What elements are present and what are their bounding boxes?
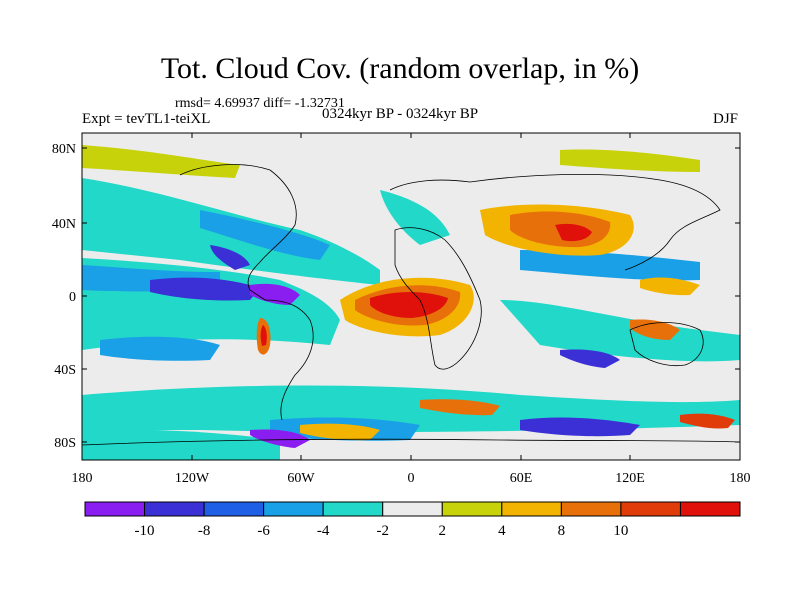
- colorbar-label: 4: [498, 523, 506, 539]
- lon-label: 60E: [510, 471, 533, 486]
- colorbar-label: -8: [198, 523, 211, 539]
- colorbar-label: -6: [257, 523, 270, 539]
- lon-label: 0: [408, 471, 415, 486]
- lon-label: 120W: [175, 471, 210, 486]
- axis-labels: 80N 40N 0 40S 80S 180 120W 60W 0 60E 120E 180: [52, 142, 751, 486]
- lon-label: 120E: [615, 471, 645, 486]
- colorbar-swatch: [322, 501, 384, 517]
- lat-label: 40N: [52, 217, 76, 232]
- lat-label: 40S: [54, 363, 76, 378]
- colorbar-swatch: [144, 501, 205, 517]
- experiment-label: Expt = tevTL1-teiXL: [82, 111, 211, 127]
- lat-label: 80N: [52, 142, 76, 157]
- axis-ticks: [81, 133, 741, 460]
- lat-label: 0: [69, 290, 76, 305]
- season-label: DJF: [712, 111, 738, 127]
- colorbar-swatch: [441, 501, 503, 517]
- lon-label: 180: [730, 471, 751, 486]
- colorbar: -10 -8 -6 -4 -2 2 4 8 10: [84, 501, 741, 539]
- colorbar-swatch: [263, 501, 324, 517]
- lat-label: 80S: [54, 436, 76, 451]
- colorbar-swatch: [203, 501, 265, 517]
- colorbar-swatch: [560, 501, 622, 517]
- colorbar-swatch: [679, 501, 741, 517]
- lon-label: 180: [72, 471, 93, 486]
- colorbar-label: 2: [439, 523, 447, 539]
- colorbar-swatch: [84, 501, 146, 517]
- colorbar-swatch: [382, 501, 443, 517]
- coastlines: [82, 164, 740, 446]
- colorbar-label: 10: [613, 523, 628, 539]
- stats-readout: rmsd= 4.69937 diff= -1.32731: [175, 96, 345, 111]
- colorbar-swatch: [620, 501, 681, 517]
- colorbar-label: -10: [135, 523, 155, 539]
- map-title: Tot. Cloud Cov. (random overlap, in %): [160, 52, 640, 85]
- colorbar-swatch: [501, 501, 562, 517]
- map-field: [82, 133, 740, 460]
- colorbar-label: -2: [376, 523, 389, 539]
- colorbar-label: 8: [558, 523, 566, 539]
- period-label: 0324kyr BP - 0324kyr BP: [322, 106, 479, 122]
- lon-label: 60W: [287, 471, 315, 486]
- colorbar-label: -4: [317, 523, 330, 539]
